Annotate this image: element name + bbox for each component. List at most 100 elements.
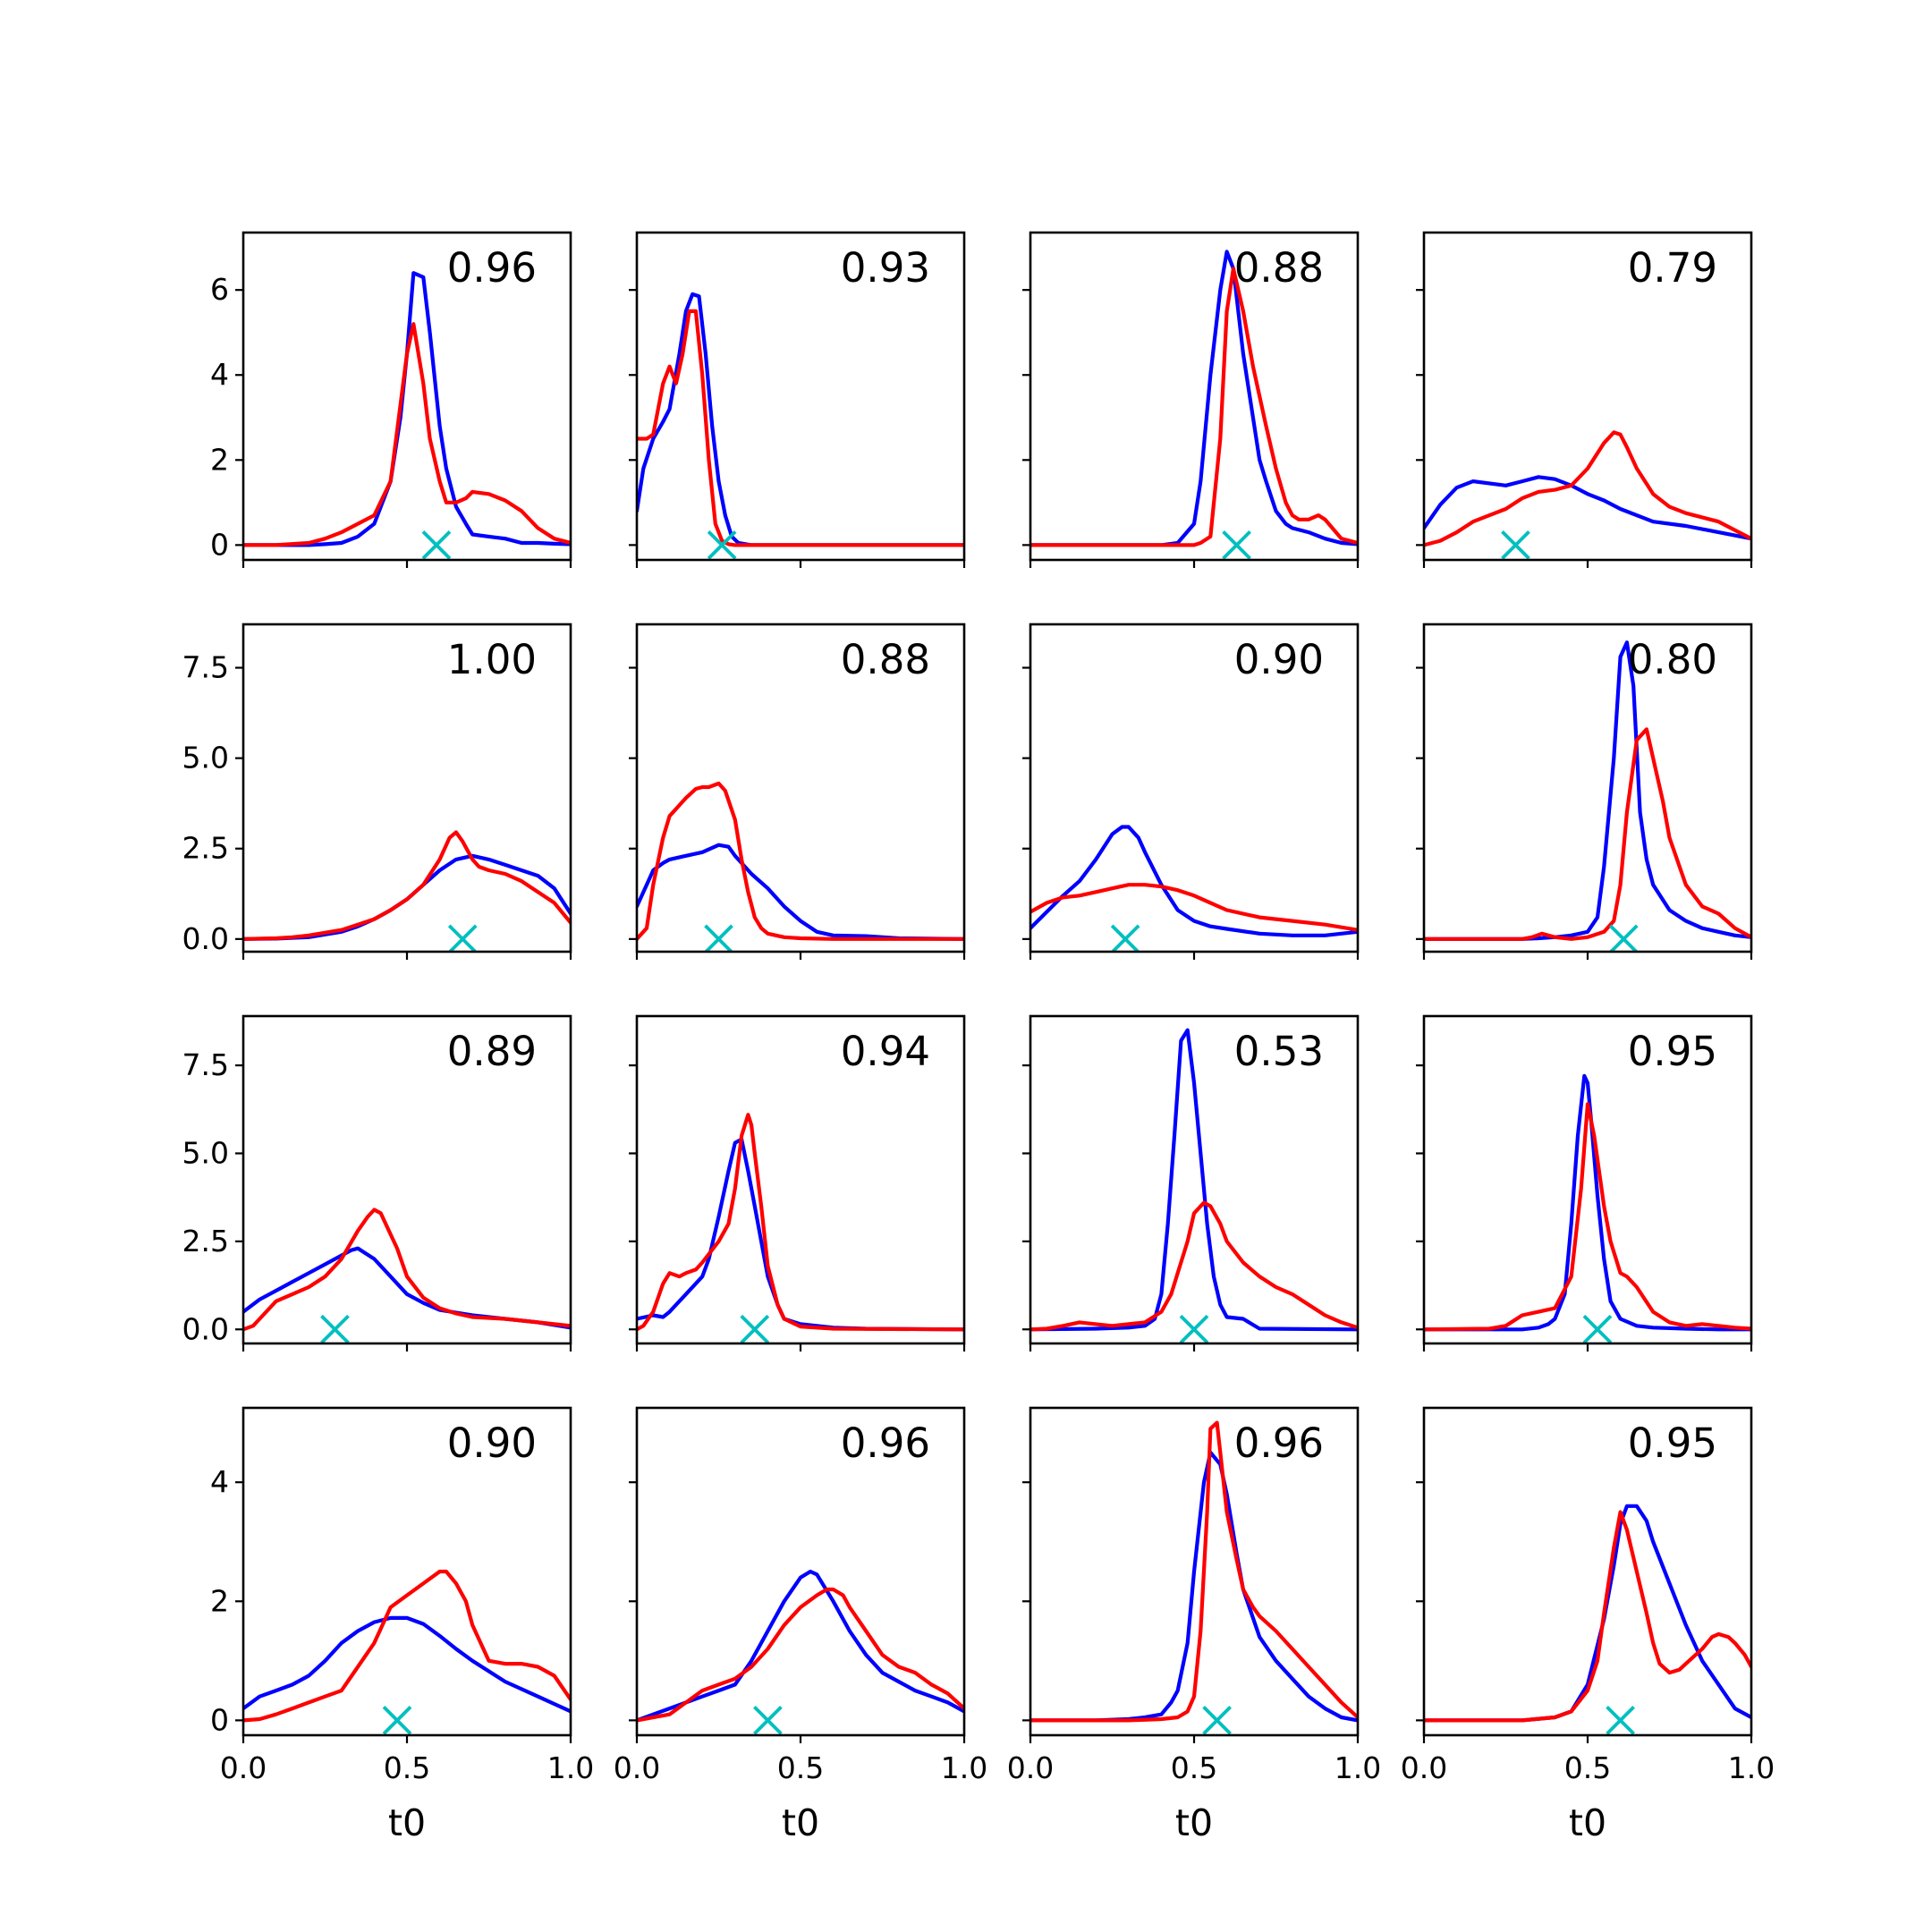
- red-density-line: [1424, 1102, 1751, 1332]
- axes-frame: [1422, 231, 1753, 562]
- axes-frame: [1029, 1406, 1360, 1737]
- plot-area: [1030, 1420, 1358, 1735]
- y-tick-label: 2.5: [182, 1224, 229, 1258]
- plot-area: [1030, 250, 1358, 560]
- panel-score-annotation: 0.96: [1234, 1419, 1324, 1467]
- marker-stroke: [382, 1706, 412, 1735]
- marker-stroke: [707, 530, 737, 560]
- red-density-line: [1030, 1420, 1358, 1723]
- blue-density-line: [1030, 1450, 1358, 1723]
- red-density-line: [1424, 430, 1751, 547]
- red-density-line: [637, 1113, 964, 1332]
- axes-frame: [635, 231, 966, 562]
- y-tick-label: 7.5: [182, 1047, 229, 1082]
- marker-stroke: [740, 1314, 770, 1343]
- panel-score-annotation: 0.96: [447, 244, 537, 292]
- red-density-line: [1030, 883, 1358, 932]
- true-value-marker: [707, 530, 737, 560]
- x-tick-label: 1.0: [547, 1750, 594, 1785]
- red-density-line: [637, 1587, 964, 1723]
- axes-frame: [1029, 231, 1360, 562]
- true-value-marker: [753, 1706, 783, 1735]
- red-density-line: [1030, 1200, 1358, 1332]
- subplot-2-1: 0.0 2.5 5.0 7.5 1.00: [182, 623, 572, 960]
- true-value-marker: [740, 1314, 770, 1343]
- true-value-marker: [1608, 924, 1639, 952]
- subplot-3-1: 0.0 2.5 5.0 7.5 0.89: [182, 1014, 572, 1352]
- red-density-line: [1424, 727, 1751, 941]
- axes-frame: [1029, 623, 1360, 953]
- panel-score-annotation: 0.80: [1628, 636, 1717, 683]
- y-tick-label: 0.0: [182, 1311, 229, 1346]
- axes-frame: [635, 623, 966, 953]
- marker-stroke: [1608, 924, 1639, 952]
- axes-frame: [242, 1406, 572, 1737]
- red-density-line: [243, 1569, 571, 1723]
- plot-area: [637, 292, 964, 560]
- marker-stroke: [447, 924, 478, 952]
- y-tick-label: 4: [210, 357, 229, 392]
- marker-stroke: [1222, 530, 1251, 560]
- plot-area: [637, 781, 964, 952]
- axes-frame: [1422, 623, 1753, 953]
- y-tick-label: 5.0: [182, 741, 229, 775]
- y-tick-label: 7.5: [182, 650, 229, 685]
- true-value-marker: [1179, 1314, 1209, 1343]
- plot-area: [243, 1208, 571, 1343]
- true-value-marker: [447, 924, 478, 952]
- y-tick-label: 2: [210, 1583, 229, 1618]
- y-tick-label: 6: [210, 272, 229, 307]
- panel-score-annotation: 0.79: [1628, 244, 1717, 292]
- blue-density-line: [1424, 475, 1751, 541]
- x-tick-label: 1.0: [941, 1750, 987, 1785]
- axes-frame: [242, 623, 572, 953]
- panel-score-annotation: 0.95: [1628, 1028, 1717, 1075]
- x-axis-label: t0: [782, 1801, 819, 1844]
- subplot-1-4: 0.79: [1416, 231, 1753, 568]
- y-tick-label: 0: [210, 1702, 229, 1737]
- x-tick-label: 0.0: [220, 1750, 267, 1785]
- marker-stroke: [320, 1314, 350, 1343]
- panel-score-annotation: 0.96: [841, 1419, 930, 1467]
- marker-stroke: [753, 1706, 783, 1735]
- true-value-marker: [1222, 530, 1251, 560]
- y-tick-label: 2: [210, 442, 229, 477]
- axes-frame: [242, 1014, 572, 1345]
- plot-area: [1424, 1504, 1751, 1735]
- x-axis-label: t0: [1175, 1801, 1213, 1844]
- subplot-1-1: 0 2 4 6 0.96: [210, 231, 572, 568]
- marker-stroke: [1110, 924, 1140, 952]
- plot-area: [1030, 1028, 1358, 1343]
- axes-frame: [1422, 1406, 1753, 1737]
- subplot-4-3: 0.0 0.5 1.0 t0 0.96: [1007, 1406, 1381, 1844]
- panel-score-annotation: 0.88: [1234, 244, 1324, 292]
- subplot-4-2: 0.0 0.5 1.0 t0 0.96: [614, 1406, 987, 1844]
- subplot-4-4: 0.0 0.5 1.0 t0 0.95: [1401, 1406, 1775, 1844]
- plot-area: [243, 830, 571, 952]
- true-value-marker: [382, 1706, 412, 1735]
- x-tick-label: 0.0: [1401, 1750, 1447, 1785]
- panel-score-annotation: 0.53: [1234, 1028, 1324, 1075]
- x-tick-label: 1.0: [1728, 1750, 1775, 1785]
- axes-frame: [1422, 1014, 1753, 1345]
- blue-density-line: [637, 843, 964, 941]
- subplot-2-2: 0.88: [629, 623, 966, 960]
- subplot-3-4: 0.95: [1416, 1014, 1753, 1352]
- panel-score-annotation: 0.95: [1628, 1419, 1717, 1467]
- panel-score-annotation: 0.88: [841, 636, 930, 683]
- axes-frame: [242, 231, 572, 562]
- subplot-3-2: 0.94: [629, 1014, 966, 1352]
- blue-density-line: [637, 1137, 964, 1332]
- plot-area: [243, 271, 571, 560]
- blue-density-line: [243, 1615, 571, 1714]
- plot-area: [637, 1569, 964, 1735]
- plot-area: [1424, 1073, 1751, 1343]
- x-tick-label: 0.5: [384, 1750, 430, 1785]
- red-density-line: [243, 1208, 571, 1332]
- true-value-marker: [1110, 924, 1140, 952]
- y-tick-label: 5.0: [182, 1135, 229, 1170]
- red-density-line: [243, 322, 571, 547]
- red-density-line: [1030, 267, 1358, 547]
